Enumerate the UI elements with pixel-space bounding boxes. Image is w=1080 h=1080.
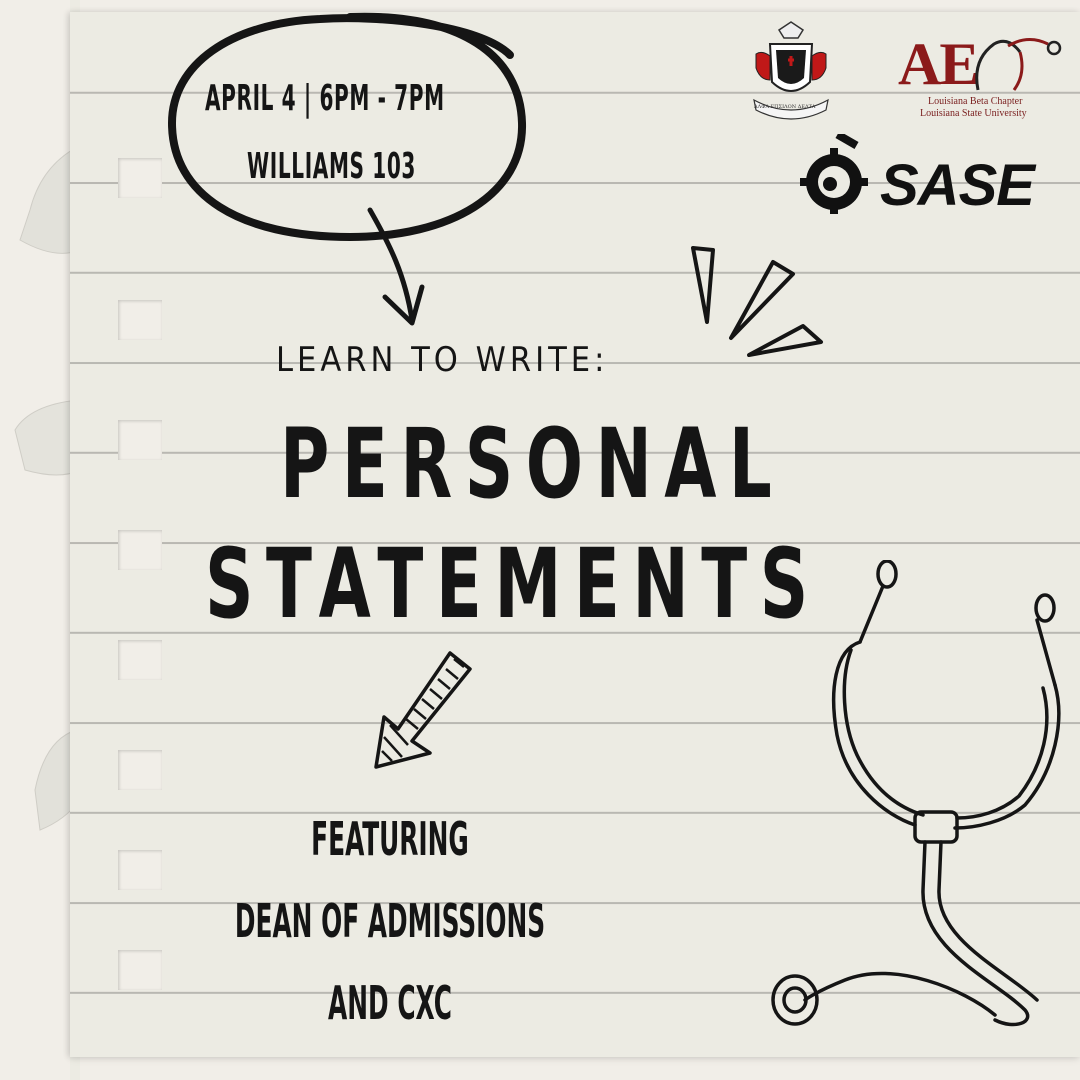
event-location: WILLIAMS 103 (247, 146, 417, 187)
date-circle (167, 12, 527, 242)
binder-hole (118, 850, 162, 890)
event-date: APRIL 4 | 6PM - 7PM (205, 78, 445, 119)
binder-hole (118, 530, 162, 570)
featuring-partner: AND CXC (328, 976, 452, 1030)
sase-logo: SASE (880, 153, 1035, 218)
burst-lines-icon (691, 246, 823, 357)
ae-logo-letters: AE (898, 31, 979, 97)
arrow-down-icon (367, 207, 425, 326)
binder-hole (118, 420, 162, 460)
featuring-label: FEATURING (311, 812, 469, 866)
ae-chapter: Louisiana Beta Chapter (928, 96, 1023, 107)
headline-kicker: LEARN TO WRITE: (276, 340, 609, 380)
binder-hole (118, 950, 162, 990)
sase-gear-icon (800, 134, 868, 214)
title-line-2: STATEMENTS (205, 528, 821, 640)
arrow-down-left-icon (374, 651, 472, 769)
binder-hole (118, 640, 162, 680)
title-line-1: PERSONAL (280, 408, 785, 520)
binder-hole (118, 158, 162, 198)
stethoscope-icon (771, 560, 1061, 1027)
binder-hole (118, 750, 162, 790)
ae-stethoscope-mark (975, 38, 1062, 91)
crest-motto: ΑΛΦΑ ΕΠΣΙΛΟΝ ΔΕΛΤΑ (754, 104, 816, 110)
notebook-paper (70, 12, 1080, 1057)
binder-hole (118, 300, 162, 340)
crest-icon (753, 21, 829, 120)
featuring-speaker: DEAN OF ADMISSIONS (234, 894, 546, 948)
ae-university: Louisiana State University (920, 108, 1027, 119)
